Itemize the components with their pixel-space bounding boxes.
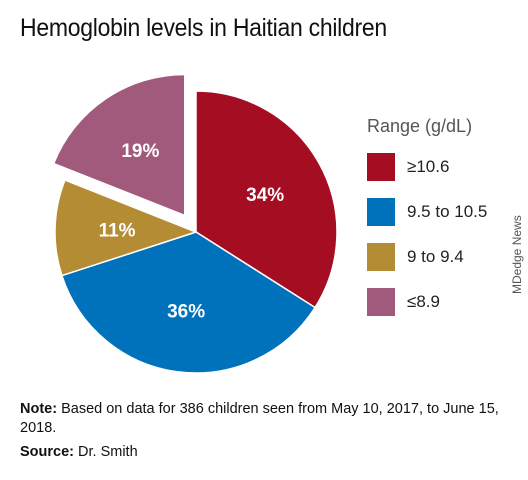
legend-label-0: ≥10.6 [407,157,450,176]
pie-slice-0 [195,90,338,309]
pie-slice-2 [54,179,199,277]
legend-swatch-1 [367,198,395,226]
legend-title: Range (g/dL) [367,116,473,136]
pie-slice-label-0: 34% [246,185,284,206]
source-label: Source: [20,444,74,460]
note: Note: Based on data for 386 children see… [20,400,508,438]
legend-swatch-0 [367,153,395,181]
pie-slice-label-2: 11% [99,221,136,242]
watermark: MDedge News [510,215,524,294]
pie-chart: 34% 36% 11% 19% [52,73,338,374]
legend-label-2: 9 to 9.4 [407,247,464,266]
legend-swatch-3 [367,288,395,316]
legend: Range (g/dL) ≥10.6 9.5 to 10.5 9 to 9.4 … [367,116,517,333]
legend-item-2: 9 to 9.4 [367,243,517,271]
chart-title: Hemoglobin levels in Haitian children [20,14,387,42]
legend-item-0: ≥10.6 [367,153,517,181]
legend-item-3: ≤8.9 [367,288,517,316]
pie-slice-1 [60,231,317,374]
source: Source: Dr. Smith [20,444,138,460]
note-text: Based on data for 386 children seen from… [20,401,499,436]
pie-slice-label-1: 36% [167,301,205,322]
legend-item-1: 9.5 to 10.5 [367,198,517,226]
legend-label-3: ≤8.9 [407,292,440,311]
pie-slice-3 [52,73,186,217]
note-label: Note: [20,401,58,417]
source-text: Dr. Smith [78,444,138,460]
legend-label-1: 9.5 to 10.5 [407,202,488,221]
pie-slice-label-3: 19% [121,141,159,162]
legend-swatch-2 [367,243,395,271]
